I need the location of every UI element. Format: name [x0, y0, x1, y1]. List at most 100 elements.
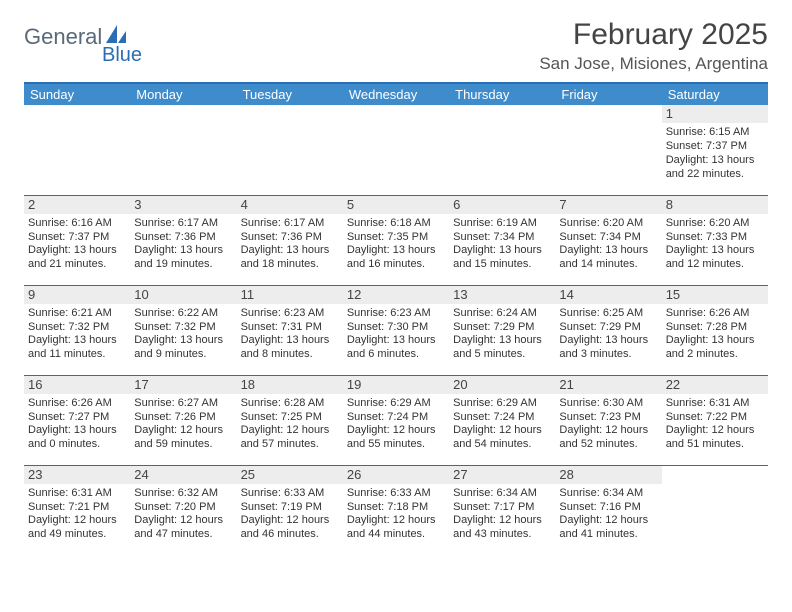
calendar-cell: 7Sunrise: 6:20 AMSunset: 7:34 PMDaylight… — [555, 195, 661, 285]
sunset-text: Sunset: 7:29 PM — [453, 321, 551, 335]
day-info: Sunrise: 6:25 AMSunset: 7:29 PMDaylight:… — [559, 307, 657, 362]
day-info: Sunrise: 6:15 AMSunset: 7:37 PMDaylight:… — [666, 126, 764, 181]
sunrise-text: Sunrise: 6:29 AM — [453, 397, 551, 411]
sunset-text: Sunset: 7:21 PM — [28, 501, 126, 515]
calendar-cell: 2 Sunrise: 6:16 AMSunset: 7:37 PMDaylight… — [24, 195, 130, 285]
location-text: San Jose, Misiones, Argentina — [539, 54, 768, 74]
daylight-text: Daylight: 12 hours and 43 minutes. — [453, 514, 551, 542]
calendar-cell: 5Sunrise: 6:18 AMSunset: 7:35 PMDaylight… — [343, 195, 449, 285]
sunrise-text: Sunrise: 6:23 AM — [241, 307, 339, 321]
day-number: 9 — [24, 286, 130, 304]
logo-text-general: General — [24, 24, 102, 50]
calendar-cell: 9Sunrise: 6:21 AMSunset: 7:32 PMDaylight… — [24, 285, 130, 375]
day-info: Sunrise: 6:23 AMSunset: 7:30 PMDaylight:… — [347, 307, 445, 362]
day-number: 22 — [662, 376, 768, 394]
calendar-cell: 10Sunrise: 6:22 AMSunset: 7:32 PMDayligh… — [130, 285, 236, 375]
sunrise-text: Sunrise: 6:30 AM — [559, 397, 657, 411]
daylight-text: Daylight: 12 hours and 46 minutes. — [241, 514, 339, 542]
weekday-header-row: SundayMondayTuesdayWednesdayThursdayFrid… — [24, 84, 768, 105]
daylight-text: Daylight: 13 hours and 21 minutes. — [28, 244, 126, 272]
header: General Blue February 2025 San Jose, Mis… — [24, 18, 768, 74]
calendar-cell: 26Sunrise: 6:33 AMSunset: 7:18 PMDayligh… — [343, 465, 449, 555]
weekday-header: Saturday — [662, 84, 768, 105]
sunrise-text: Sunrise: 6:23 AM — [347, 307, 445, 321]
day-info: Sunrise: 6:16 AMSunset: 7:37 PMDaylight:… — [28, 217, 126, 272]
calendar-cell: 20Sunrise: 6:29 AMSunset: 7:24 PMDayligh… — [449, 375, 555, 465]
sunset-text: Sunset: 7:36 PM — [241, 231, 339, 245]
calendar-cell: 3 Sunrise: 6:17 AMSunset: 7:36 PMDaylight… — [130, 195, 236, 285]
day-number: 15 — [662, 286, 768, 304]
daylight-text: Daylight: 12 hours and 47 minutes. — [134, 514, 232, 542]
calendar-row: 2 Sunrise: 6:16 AMSunset: 7:37 PMDaylight… — [24, 195, 768, 285]
day-number: 3 — [130, 196, 236, 214]
weekday-header: Thursday — [449, 84, 555, 105]
sunset-text: Sunset: 7:31 PM — [241, 321, 339, 335]
weekday-header: Monday — [130, 84, 236, 105]
day-number: 25 — [237, 466, 343, 484]
sunset-text: Sunset: 7:24 PM — [453, 411, 551, 425]
day-number: 12 — [343, 286, 449, 304]
calendar-table: SundayMondayTuesdayWednesdayThursdayFrid… — [24, 84, 768, 555]
calendar-cell: 24Sunrise: 6:32 AMSunset: 7:20 PMDayligh… — [130, 465, 236, 555]
sunrise-text: Sunrise: 6:31 AM — [666, 397, 764, 411]
sunset-text: Sunset: 7:28 PM — [666, 321, 764, 335]
sunset-text: Sunset: 7:23 PM — [559, 411, 657, 425]
day-info: Sunrise: 6:20 AMSunset: 7:33 PMDaylight:… — [666, 217, 764, 272]
sunrise-text: Sunrise: 6:26 AM — [28, 397, 126, 411]
calendar-cell: . — [237, 105, 343, 195]
day-info: Sunrise: 6:34 AMSunset: 7:17 PMDaylight:… — [453, 487, 551, 542]
calendar-cell: 8 Sunrise: 6:20 AMSunset: 7:33 PMDaylight… — [662, 195, 768, 285]
daylight-text: Daylight: 13 hours and 16 minutes. — [347, 244, 445, 272]
sunset-text: Sunset: 7:26 PM — [134, 411, 232, 425]
day-number: 2 — [24, 196, 130, 214]
day-info: Sunrise: 6:17 AMSunset: 7:36 PMDaylight:… — [134, 217, 232, 272]
sunrise-text: Sunrise: 6:16 AM — [28, 217, 126, 231]
calendar-cell: 4 Sunrise: 6:17 AMSunset: 7:36 PMDaylight… — [237, 195, 343, 285]
day-number: 4 — [237, 196, 343, 214]
calendar-cell: 13Sunrise: 6:24 AMSunset: 7:29 PMDayligh… — [449, 285, 555, 375]
calendar-cell: . — [662, 465, 768, 555]
day-number: 1 — [662, 105, 768, 123]
day-number: 27 — [449, 466, 555, 484]
day-info: Sunrise: 6:29 AMSunset: 7:24 PMDaylight:… — [453, 397, 551, 452]
day-info: Sunrise: 6:30 AMSunset: 7:23 PMDaylight:… — [559, 397, 657, 452]
calendar-cell: 11Sunrise: 6:23 AMSunset: 7:31 PMDayligh… — [237, 285, 343, 375]
calendar-cell: 15Sunrise: 6:26 AMSunset: 7:28 PMDayligh… — [662, 285, 768, 375]
day-info: Sunrise: 6:17 AMSunset: 7:36 PMDaylight:… — [241, 217, 339, 272]
sunrise-text: Sunrise: 6:33 AM — [347, 487, 445, 501]
daylight-text: Daylight: 13 hours and 8 minutes. — [241, 334, 339, 362]
day-info: Sunrise: 6:29 AMSunset: 7:24 PMDaylight:… — [347, 397, 445, 452]
daylight-text: Daylight: 13 hours and 11 minutes. — [28, 334, 126, 362]
sunrise-text: Sunrise: 6:17 AM — [241, 217, 339, 231]
sunrise-text: Sunrise: 6:34 AM — [453, 487, 551, 501]
calendar-cell: 14Sunrise: 6:25 AMSunset: 7:29 PMDayligh… — [555, 285, 661, 375]
sunset-text: Sunset: 7:36 PM — [134, 231, 232, 245]
daylight-text: Daylight: 13 hours and 15 minutes. — [453, 244, 551, 272]
sunrise-text: Sunrise: 6:24 AM — [453, 307, 551, 321]
sunrise-text: Sunrise: 6:28 AM — [241, 397, 339, 411]
sunrise-text: Sunrise: 6:33 AM — [241, 487, 339, 501]
day-number: 13 — [449, 286, 555, 304]
sunset-text: Sunset: 7:17 PM — [453, 501, 551, 515]
calendar-row: 16Sunrise: 6:26 AMSunset: 7:27 PMDayligh… — [24, 375, 768, 465]
day-number: 8 — [662, 196, 768, 214]
daylight-text: Daylight: 12 hours and 51 minutes. — [666, 424, 764, 452]
sunset-text: Sunset: 7:37 PM — [666, 140, 764, 154]
day-info: Sunrise: 6:32 AMSunset: 7:20 PMDaylight:… — [134, 487, 232, 542]
page-title: February 2025 — [539, 18, 768, 52]
day-number: 18 — [237, 376, 343, 394]
sunrise-text: Sunrise: 6:31 AM — [28, 487, 126, 501]
day-number: 10 — [130, 286, 236, 304]
sunset-text: Sunset: 7:18 PM — [347, 501, 445, 515]
day-info: Sunrise: 6:34 AMSunset: 7:16 PMDaylight:… — [559, 487, 657, 542]
day-info: Sunrise: 6:19 AMSunset: 7:34 PMDaylight:… — [453, 217, 551, 272]
sunrise-text: Sunrise: 6:19 AM — [453, 217, 551, 231]
sunset-text: Sunset: 7:20 PM — [134, 501, 232, 515]
weekday-header: Friday — [555, 84, 661, 105]
day-info: Sunrise: 6:31 AMSunset: 7:21 PMDaylight:… — [28, 487, 126, 542]
daylight-text: Daylight: 12 hours and 54 minutes. — [453, 424, 551, 452]
calendar-cell: 19Sunrise: 6:29 AMSunset: 7:24 PMDayligh… — [343, 375, 449, 465]
calendar-body: ......1Sunrise: 6:15 AMSunset: 7:37 PMDa… — [24, 105, 768, 555]
daylight-text: Daylight: 13 hours and 12 minutes. — [666, 244, 764, 272]
daylight-text: Daylight: 12 hours and 41 minutes. — [559, 514, 657, 542]
